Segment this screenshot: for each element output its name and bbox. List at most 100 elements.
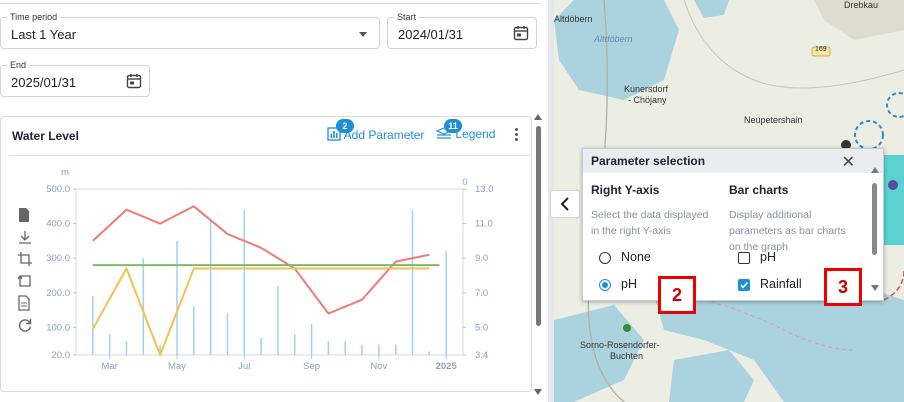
- rainfall-bar: [394, 344, 397, 355]
- left-axis-tick: 500.0: [46, 184, 70, 195]
- x-axis-tick: Sep: [303, 361, 320, 372]
- scroll-thumb[interactable]: [872, 183, 877, 255]
- scroll-down-arrow[interactable]: [534, 389, 542, 395]
- right-axis-unit: 0: [462, 177, 467, 188]
- rainfall-bar: [260, 337, 262, 355]
- right-axis-tick: 5.0: [475, 322, 488, 333]
- water-level-card: Water Level Add Parameter 2 Legend 11 m 5…: [0, 116, 532, 392]
- option-none-label[interactable]: None: [621, 250, 651, 264]
- rainfall-bar: [411, 209, 414, 355]
- map-label-town: Drebkau: [844, 0, 879, 10]
- rainfall-bar: [310, 323, 313, 355]
- calendar-icon[interactable]: [126, 73, 142, 89]
- annotation-marker-2: 2: [658, 276, 696, 314]
- annotation-marker-3: 3: [824, 268, 862, 306]
- option-ph-bar-label[interactable]: pH: [760, 250, 776, 264]
- rainfall-bar: [125, 341, 128, 355]
- more-options-icon[interactable]: [515, 128, 519, 143]
- legend-label: Legend: [455, 127, 496, 141]
- download-icon[interactable]: [17, 229, 33, 245]
- right-axis-tick: 3.4: [475, 350, 488, 361]
- map-label-lake: Altdöbern: [594, 34, 633, 44]
- description-line: on the graph: [729, 241, 788, 253]
- chevron-down-icon: [359, 32, 367, 37]
- right-axis-tick: 9.0: [475, 253, 488, 264]
- panel-title: Parameter selection: [591, 154, 706, 168]
- radio-ph[interactable]: [599, 279, 611, 291]
- collapse-panel-button[interactable]: [550, 190, 580, 218]
- crop-icon[interactable]: [17, 251, 33, 267]
- left-scrollbar[interactable]: [534, 112, 542, 397]
- plot-frame: [75, 188, 464, 356]
- left-axis-tick: 100.0: [46, 322, 70, 333]
- option-rainfall-label[interactable]: Rainfall: [760, 277, 802, 291]
- description-line: Display additional: [729, 209, 812, 221]
- rainfall-bar: [327, 341, 330, 355]
- bar-charts-heading: Bar charts: [729, 183, 789, 197]
- end-date-value: 2025/01/31: [11, 75, 77, 90]
- add-parameter-badge: 2: [336, 119, 354, 133]
- checkmark-icon: [740, 281, 749, 289]
- map-label-town: - Chöjany: [628, 95, 667, 105]
- radio-none[interactable]: [599, 252, 611, 264]
- chevron-left-icon: [560, 197, 569, 211]
- scroll-thumb[interactable]: [536, 126, 541, 326]
- rainfall-bar: [209, 220, 212, 355]
- description-line: Select the data displayed: [591, 209, 709, 221]
- bar-chart-add-icon: [327, 127, 341, 141]
- series-line: [91, 267, 430, 356]
- rainfall-bar: [378, 344, 380, 355]
- right-axis-heading: Right Y-axis: [591, 183, 660, 197]
- file-icon[interactable]: [17, 207, 33, 223]
- right-axis-tick: 7.0: [475, 288, 488, 299]
- card-divider: [9, 155, 531, 156]
- x-axis-tick: Nov: [370, 361, 387, 372]
- scroll-up-arrow[interactable]: [534, 114, 542, 120]
- rainfall-bar: [142, 258, 145, 355]
- left-axis-tick: 300.0: [46, 253, 70, 264]
- rainfall-bar: [277, 285, 279, 355]
- rainfall-bar: [108, 334, 111, 355]
- map-label-lake: Sorno-Rosendorfer-: [580, 340, 660, 350]
- description-line: in the right Y-axis: [591, 225, 671, 237]
- left-axis-tick: 200.0: [46, 288, 70, 299]
- right-axis-tick: 11.0: [475, 219, 493, 230]
- right-axis-tick: 13.0: [475, 184, 494, 195]
- time-period-select[interactable]: Time period Last 1 Year: [0, 11, 380, 49]
- bar-charts-description: Display additional parameters as bar cha…: [729, 207, 846, 255]
- rainfall-bar: [193, 306, 195, 355]
- map-label-town: Altdöbern: [554, 14, 593, 24]
- panel-scrollbar[interactable]: [871, 167, 879, 295]
- start-date-field[interactable]: Start 2024/01/31: [387, 11, 537, 49]
- scroll-up-arrow[interactable]: [871, 167, 879, 173]
- left-axis-tick: 20.0: [52, 350, 71, 361]
- close-icon[interactable]: ✕: [841, 154, 855, 171]
- card-title: Water Level: [12, 129, 79, 143]
- option-ph-label[interactable]: pH: [621, 277, 637, 291]
- time-period-label: Time period: [7, 11, 61, 23]
- rainfall-bar: [243, 209, 246, 355]
- water-level-chart: m 500.0 400.0 300.0 200.0 100.0 20.0 0 13.0 11.0 9…: [46, 167, 494, 372]
- rainfall-bar: [293, 334, 296, 355]
- legend-badge: 11: [444, 119, 462, 133]
- left-panel: Time period Last 1 Year Start 2024/01/31…: [0, 0, 548, 402]
- scroll-down-arrow[interactable]: [871, 285, 879, 291]
- start-date-label: Start: [394, 11, 420, 23]
- road-number: 169: [815, 46, 827, 53]
- x-axis-tick: 2025: [436, 361, 458, 372]
- document-icon[interactable]: [17, 295, 33, 311]
- refresh-icon[interactable]: [17, 317, 33, 333]
- checkbox-ph[interactable]: [738, 252, 750, 264]
- rainfall-bar: [428, 351, 431, 355]
- end-date-label: End: [7, 59, 30, 71]
- end-date-field[interactable]: End 2025/01/31: [0, 59, 150, 97]
- calendar-icon[interactable]: [513, 25, 529, 41]
- left-axis-unit: m: [61, 167, 69, 178]
- add-parameter-button[interactable]: Add Parameter: [327, 127, 424, 142]
- checkbox-rainfall[interactable]: [738, 279, 750, 291]
- undo-crop-icon[interactable]: [17, 273, 33, 289]
- rainfall-bar: [445, 251, 447, 355]
- right-axis-description: Select the data displayed in the right Y…: [591, 207, 708, 239]
- rainfall-bar: [159, 344, 161, 355]
- rainfall-bar: [92, 296, 94, 355]
